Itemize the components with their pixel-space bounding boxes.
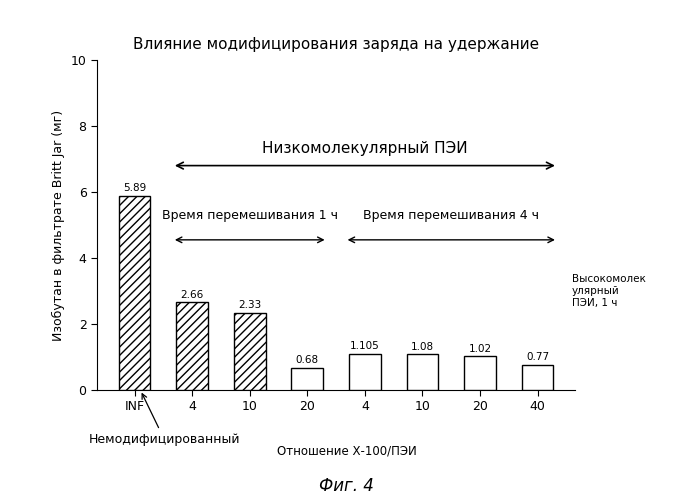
Text: Высокомолек
улярный
ПЭИ, 1 ч: Высокомолек улярный ПЭИ, 1 ч	[572, 274, 646, 308]
Text: Отношение Х-100/ПЭИ: Отношение Х-100/ПЭИ	[277, 445, 416, 458]
Bar	[119, 196, 150, 390]
Title: Влияние модифицирования заряда на удержание: Влияние модифицирования заряда на удержа…	[133, 37, 539, 52]
Text: 0.68: 0.68	[296, 355, 319, 365]
Text: Время перемешивания 4 ч: Время перемешивания 4 ч	[363, 208, 539, 222]
Bar	[522, 364, 554, 390]
Bar	[407, 354, 438, 390]
Text: 1.105: 1.105	[350, 341, 380, 351]
Bar	[176, 302, 208, 390]
Text: 2.33: 2.33	[238, 300, 261, 310]
Bar	[292, 368, 323, 390]
Text: 2.66: 2.66	[181, 290, 204, 300]
Bar	[464, 356, 496, 390]
Text: Немодифицированный: Немодифицированный	[89, 394, 240, 446]
Text: 5.89: 5.89	[123, 183, 146, 193]
Y-axis label: Изобутан в фильтрате Britt Jar (мг): Изобутан в фильтрате Britt Jar (мг)	[52, 110, 65, 340]
Bar	[234, 313, 265, 390]
Text: Время перемешивания 1 ч: Время перемешивания 1 ч	[161, 208, 337, 222]
Bar	[349, 354, 380, 390]
Text: 1.02: 1.02	[468, 344, 491, 353]
Text: Фиг. 4: Фиг. 4	[319, 477, 374, 495]
Text: 1.08: 1.08	[411, 342, 434, 351]
Text: 0.77: 0.77	[526, 352, 549, 362]
Text: Низкомолекулярный ПЭИ: Низкомолекулярный ПЭИ	[262, 140, 468, 156]
